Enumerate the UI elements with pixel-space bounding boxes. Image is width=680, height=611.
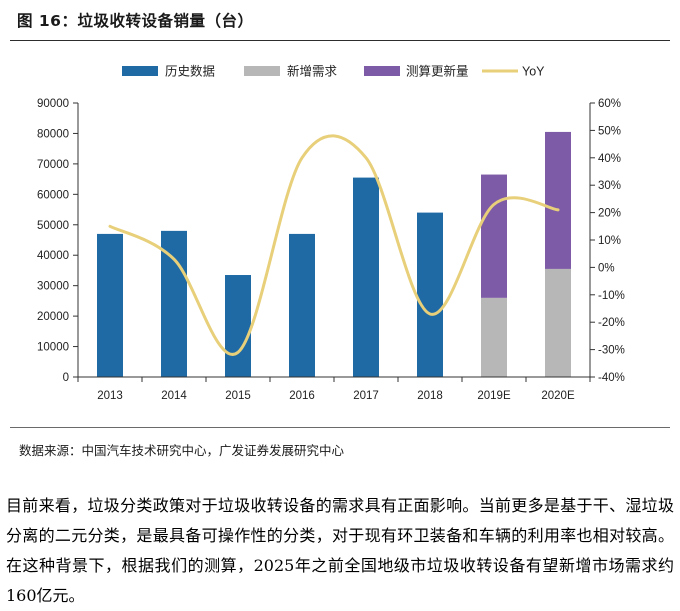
x-tick-label: 2019E (477, 390, 511, 402)
y-tick-label-left: 10000 (37, 342, 69, 354)
bar-2019E-s3 (481, 174, 507, 298)
bar-2020E-s3 (545, 131, 571, 269)
bar-2017-s1 (353, 177, 379, 377)
x-tick-label: 2018 (417, 390, 443, 402)
y-tick-label-left: 80000 (37, 128, 69, 140)
yoy-line (108, 134, 560, 356)
y-tick-label-right: 0% (598, 262, 615, 274)
y-tick-label-right: -10% (598, 290, 625, 302)
x-tick-label: 2017 (353, 390, 379, 402)
y-tick-label-left: 90000 (37, 98, 69, 110)
title-rule (10, 40, 670, 41)
legend-label-3: 测算更新量 (406, 64, 469, 79)
y-tick-label-left: 70000 (37, 159, 69, 171)
y-tick-label-left: 0 (63, 372, 69, 384)
x-tick-label: 2020E (541, 390, 575, 402)
figure-source: 数据来源：中国汽车技术研究中心，广发证券发展研究中心 (19, 443, 345, 458)
paragraph-text-3: 亿元。 (36, 586, 85, 605)
body-paragraph: 目前来看，垃圾分类政策对于垃圾收转设备的需求具有正面影响。当前更多是基于干、湿垃… (6, 491, 674, 611)
y-tick-label-right: -40% (598, 372, 625, 384)
legend-swatch-3 (364, 66, 400, 76)
y-tick-label-left: 50000 (37, 220, 69, 232)
sales-chart: 历史数据 新增需求 测算更新量 YoY 0 10000 20000 30000 40000 500… (37, 64, 625, 403)
paragraph-text-2: 年之前全国地级市垃圾收转设备有望新增市场需求约 (294, 556, 674, 575)
y-tick-label-left: 20000 (37, 311, 69, 323)
y-tick-label-right: -30% (598, 345, 625, 357)
bar-2016-s1 (289, 233, 315, 377)
bar-2018-s1 (417, 212, 443, 377)
x-tick-label: 2015 (225, 390, 251, 402)
bar-2015-s1 (225, 275, 251, 377)
y-tick-label-right: 30% (598, 180, 621, 192)
x-tick-label: 2014 (161, 390, 187, 402)
legend-label-4: YoY (522, 65, 545, 79)
y-tick-label-left: 60000 (37, 189, 69, 201)
bar-2014-s1 (161, 230, 187, 377)
x-tick-label: 2013 (97, 390, 123, 402)
paragraph-amount: 160 (6, 586, 37, 605)
x-tick-label: 2016 (289, 390, 315, 402)
legend-swatch-2 (244, 66, 280, 76)
y-tick-label-left: 40000 (37, 250, 69, 262)
paragraph-year: 2025 (253, 556, 295, 575)
bar-2013-s1 (97, 233, 123, 377)
source-rule (10, 427, 670, 428)
legend-swatch-1 (122, 66, 158, 76)
y-tick-label-right: 50% (598, 125, 621, 137)
figure-title: 图 16：垃圾收转设备销量（台） (17, 12, 254, 30)
y-tick-label-right: -20% (598, 317, 625, 329)
legend-label-2: 新增需求 (287, 64, 338, 79)
y-tick-label-left: 30000 (37, 281, 69, 293)
bar-2020E-s2 (545, 268, 571, 377)
y-tick-label-right: 10% (598, 235, 621, 247)
bar-2019E-s2 (481, 297, 507, 377)
paragraph-text-1: 目前来看，垃圾分类政策对于垃圾收转设备的需求具有正面影响。当前更多是基于干、湿垃… (6, 496, 674, 575)
legend-label-1: 历史数据 (165, 64, 215, 79)
y-tick-label-right: 40% (598, 153, 621, 165)
y-tick-label-right: 60% (598, 98, 621, 110)
y-tick-label-right: 20% (598, 208, 621, 220)
